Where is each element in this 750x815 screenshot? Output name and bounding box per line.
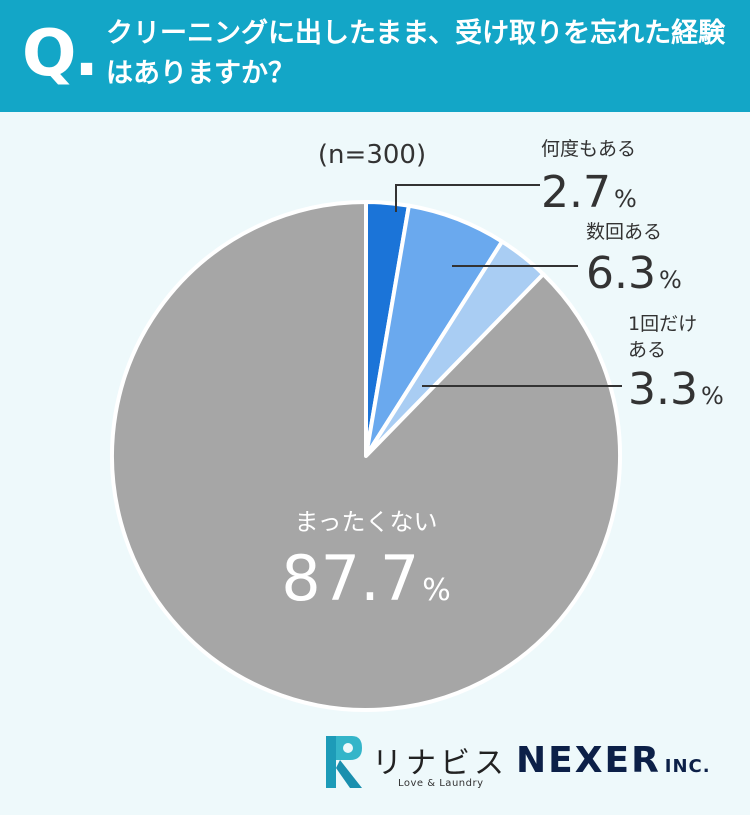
pie-slice-4	[110, 200, 622, 712]
slice-label-1: 何度もある	[541, 138, 636, 160]
rinavis-logo-icon	[326, 736, 362, 788]
sample-size-label: (n=300)	[318, 140, 426, 170]
company-suffix: INC.	[664, 756, 711, 777]
slice-value-2: 6.3%	[586, 248, 682, 299]
brand-name: リナビス	[372, 746, 508, 781]
company-logo: NEXER INC.	[516, 740, 711, 781]
slice-value-3: 3.3%	[628, 364, 724, 415]
brand-tagline: Love & Laundry	[398, 778, 484, 789]
question-header: Q. クリーニングに出したまま、受け取りを忘れた経験はありますか？	[0, 0, 750, 112]
leader-line-1	[395, 184, 540, 212]
slice-label-2: 数回ある	[586, 221, 662, 243]
slice-label-4: まったくない	[294, 508, 437, 536]
slice-unit-1: %	[614, 185, 637, 213]
question-text: クリーニングに出したまま、受け取りを忘れた経験はありますか？	[106, 18, 726, 89]
slice-unit-4: %	[422, 573, 451, 608]
slice-unit-3: %	[701, 382, 724, 410]
slice-label-3-line-1: 1回だけ	[628, 313, 697, 335]
slice-label-3-line-2: ある	[628, 339, 666, 361]
company-name: NEXER	[516, 740, 661, 781]
question-mark: Q.	[22, 17, 99, 91]
slice-unit-2: %	[659, 266, 682, 294]
slice-value-1: 2.7%	[541, 167, 637, 218]
